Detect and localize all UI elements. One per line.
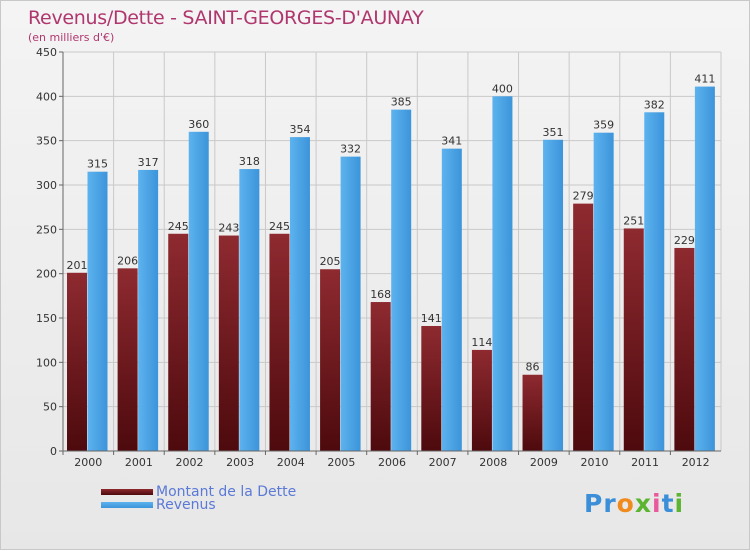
bar-dette [370, 302, 391, 451]
data-label-dette: 251 [623, 214, 644, 227]
data-label-dette: 245 [168, 220, 189, 233]
x-tick-label: 2004 [277, 456, 305, 469]
bar-revenus [188, 131, 209, 452]
data-label-revenus: 315 [87, 158, 108, 171]
bar-revenus [391, 109, 412, 451]
legend-label-revenus: Revenus [156, 497, 216, 513]
data-label-dette: 201 [67, 259, 88, 272]
bar-dette [421, 325, 442, 451]
legend-swatch-dette [101, 489, 153, 495]
bars [67, 86, 715, 452]
x-tick-label: 2009 [530, 456, 558, 469]
y-tick-label: 300 [36, 179, 57, 192]
y-tick-label: 350 [36, 135, 57, 148]
data-label-revenus: 332 [340, 143, 361, 156]
legend-label-dette: Montant de la Dette [156, 484, 297, 500]
bar-dette [218, 235, 239, 451]
data-label-revenus: 400 [492, 82, 513, 95]
data-label-revenus: 354 [289, 123, 310, 136]
bar-revenus [87, 171, 108, 451]
bar-dette [269, 233, 290, 451]
bar-revenus [441, 148, 462, 451]
bar-dette [168, 233, 189, 451]
data-label-dette: 206 [117, 254, 138, 267]
data-label-revenus: 385 [391, 96, 412, 109]
bar-revenus [644, 112, 665, 451]
bar-dette [522, 374, 543, 451]
bar-dette [471, 349, 492, 451]
x-tick-label: 2000 [74, 456, 102, 469]
bar-dette [117, 268, 138, 451]
logo-letter: r [603, 489, 617, 518]
logo-letter: x [634, 489, 652, 518]
bar-dette [573, 203, 594, 451]
x-tick-label: 2008 [479, 456, 507, 469]
logo-letter: P [584, 489, 604, 518]
x-tick-label: 2006 [378, 456, 406, 469]
data-label-revenus: 318 [239, 155, 260, 168]
data-labels: 201 315 206 317 245 360 243 318 245 354 205 332 168 3… [67, 73, 716, 374]
y-tick-label: 400 [36, 90, 57, 103]
bar-revenus [340, 156, 361, 452]
y-tick-label: 50 [43, 401, 57, 414]
logo-letter: t [661, 489, 675, 518]
legend-swatch-revenus [101, 502, 153, 508]
bar-revenus [593, 132, 614, 452]
logo-letter: i [652, 489, 662, 518]
bar-dette [67, 272, 87, 451]
data-label-revenus: 382 [644, 98, 665, 111]
data-label-dette: 141 [421, 312, 442, 325]
x-tick-label: 2012 [682, 456, 710, 469]
data-label-dette: 168 [370, 288, 391, 301]
logo-letter: i [674, 489, 685, 518]
data-label-dette: 114 [471, 336, 492, 349]
y-tick-label: 100 [36, 356, 57, 369]
y-tick-label: 0 [50, 445, 57, 458]
bar-revenus [543, 139, 564, 451]
proxiti-logo: Proxiti [584, 489, 684, 518]
y-tick-label: 250 [36, 223, 57, 236]
bar-revenus [138, 169, 159, 451]
y-tick-label: 200 [36, 268, 57, 281]
chart-title: Revenus/Dette - SAINT-GEORGES-D'AUNAY [28, 7, 424, 29]
data-label-revenus: 359 [593, 119, 614, 132]
data-label-revenus: 351 [543, 126, 564, 139]
data-label-revenus: 341 [441, 135, 462, 148]
bar-dette [320, 269, 341, 451]
data-label-dette: 245 [269, 220, 290, 233]
data-label-revenus: 317 [138, 156, 159, 169]
bar-revenus [492, 96, 513, 451]
x-tick-label: 2003 [226, 456, 254, 469]
chart-subtitle: (en milliers d'€) [28, 31, 115, 44]
x-tick-label: 2007 [429, 456, 457, 469]
x-tick-label: 2010 [580, 456, 608, 469]
x-tick-label: 2011 [631, 456, 659, 469]
data-label-dette: 205 [320, 255, 341, 268]
logo-letter: o [616, 489, 635, 518]
bar-revenus [694, 86, 715, 451]
bar-revenus [239, 169, 260, 452]
data-label-dette: 229 [674, 234, 695, 247]
data-label-dette: 86 [526, 361, 540, 374]
data-label-revenus: 411 [694, 73, 715, 86]
data-label-dette: 243 [218, 222, 239, 235]
bar-dette [674, 247, 695, 451]
axes: 0 50 100 150 200 250 300 350 400 450 2000 2001 2002 2… [36, 46, 721, 469]
y-tick-label: 450 [36, 46, 57, 59]
bar-dette [623, 228, 644, 451]
x-tick-label: 2005 [327, 456, 355, 469]
data-label-revenus: 360 [188, 118, 209, 131]
bar-revenus [289, 137, 310, 451]
y-tick-label: 150 [36, 312, 57, 325]
data-label-dette: 279 [573, 190, 594, 203]
x-tick-label: 2002 [176, 456, 204, 469]
x-tick-label: 2001 [125, 456, 153, 469]
